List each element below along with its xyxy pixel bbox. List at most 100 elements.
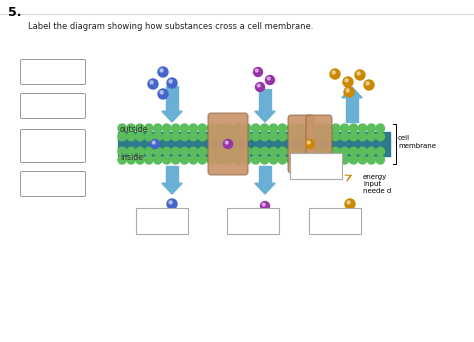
Circle shape (287, 147, 295, 156)
Circle shape (278, 147, 287, 156)
Circle shape (163, 156, 171, 164)
Circle shape (376, 147, 384, 156)
Circle shape (332, 132, 340, 141)
Circle shape (252, 147, 260, 156)
Circle shape (172, 156, 180, 164)
Circle shape (343, 77, 353, 87)
Circle shape (269, 156, 278, 164)
Circle shape (364, 80, 374, 90)
Circle shape (154, 156, 162, 164)
Circle shape (265, 76, 274, 84)
Circle shape (234, 132, 242, 141)
FancyBboxPatch shape (20, 60, 85, 84)
Circle shape (287, 124, 295, 132)
Circle shape (198, 147, 207, 156)
Circle shape (234, 147, 242, 156)
Circle shape (163, 124, 171, 132)
Circle shape (172, 132, 180, 141)
Circle shape (118, 132, 127, 141)
Text: Label the diagram showing how substances cross a cell membrane.: Label the diagram showing how substances… (28, 22, 313, 31)
Circle shape (154, 147, 162, 156)
Circle shape (189, 156, 198, 164)
Circle shape (332, 71, 335, 74)
Circle shape (167, 199, 177, 209)
Circle shape (260, 132, 269, 141)
Circle shape (260, 124, 269, 132)
Circle shape (376, 156, 384, 164)
Circle shape (305, 147, 313, 156)
Circle shape (152, 141, 155, 144)
Circle shape (287, 132, 295, 141)
Circle shape (160, 69, 163, 72)
Text: cell
membrane: cell membrane (398, 135, 436, 148)
Circle shape (118, 156, 127, 164)
FancyBboxPatch shape (20, 171, 85, 197)
Circle shape (305, 156, 313, 164)
Circle shape (349, 156, 358, 164)
Circle shape (254, 67, 263, 77)
Circle shape (172, 124, 180, 132)
Circle shape (278, 156, 287, 164)
Circle shape (269, 147, 278, 156)
Circle shape (154, 132, 162, 141)
Bar (166, 166, 178, 183)
Circle shape (332, 156, 340, 164)
Circle shape (207, 132, 215, 141)
Circle shape (172, 147, 180, 156)
Circle shape (225, 132, 233, 141)
Circle shape (376, 132, 384, 141)
Circle shape (340, 147, 349, 156)
Text: energy
input
neede d: energy input neede d (363, 174, 391, 194)
Circle shape (148, 79, 158, 89)
Circle shape (151, 140, 159, 148)
Text: inside: inside (120, 153, 143, 161)
Circle shape (145, 156, 153, 164)
Text: Integral
membrane
protein: Integral membrane protein (34, 136, 72, 156)
Polygon shape (162, 111, 182, 122)
Circle shape (366, 82, 369, 85)
Text: Facilitated
transport: Facilitated transport (35, 177, 71, 190)
FancyBboxPatch shape (227, 208, 279, 234)
Polygon shape (162, 183, 182, 194)
Circle shape (323, 124, 331, 132)
Circle shape (323, 147, 331, 156)
Circle shape (224, 140, 233, 148)
Bar (166, 86, 178, 111)
Circle shape (358, 156, 367, 164)
Circle shape (198, 132, 207, 141)
Polygon shape (342, 87, 362, 98)
Circle shape (314, 147, 322, 156)
Circle shape (367, 156, 375, 164)
Circle shape (145, 132, 153, 141)
Circle shape (278, 132, 287, 141)
Circle shape (158, 89, 168, 99)
Circle shape (180, 132, 189, 141)
Circle shape (260, 147, 269, 156)
Circle shape (367, 147, 375, 156)
Text: 5.: 5. (8, 6, 21, 19)
Circle shape (136, 156, 144, 164)
Circle shape (136, 147, 144, 156)
Circle shape (198, 124, 207, 132)
Circle shape (287, 156, 295, 164)
Circle shape (314, 124, 322, 132)
FancyBboxPatch shape (20, 93, 85, 118)
FancyBboxPatch shape (136, 208, 188, 234)
Polygon shape (255, 111, 275, 122)
Circle shape (252, 132, 260, 141)
Circle shape (180, 124, 189, 132)
Circle shape (345, 79, 348, 82)
Circle shape (127, 156, 135, 164)
Circle shape (340, 156, 349, 164)
Circle shape (332, 147, 340, 156)
Circle shape (136, 124, 144, 132)
Circle shape (278, 124, 287, 132)
Circle shape (225, 147, 233, 156)
Circle shape (349, 124, 358, 132)
Circle shape (243, 147, 251, 156)
Circle shape (347, 201, 350, 204)
Circle shape (306, 140, 315, 148)
Circle shape (118, 147, 127, 156)
Circle shape (346, 89, 349, 92)
Circle shape (158, 67, 168, 77)
